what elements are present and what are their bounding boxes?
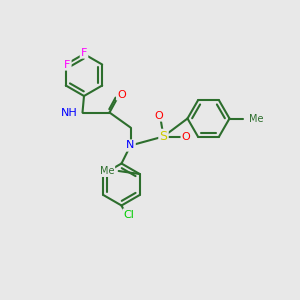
Text: O: O bbox=[182, 131, 190, 142]
Text: Cl: Cl bbox=[124, 209, 134, 220]
Text: NH: NH bbox=[61, 107, 78, 118]
Text: F: F bbox=[81, 47, 87, 58]
Text: Me: Me bbox=[100, 166, 114, 176]
Text: O: O bbox=[154, 110, 164, 121]
Text: S: S bbox=[160, 130, 167, 143]
Text: Me: Me bbox=[249, 113, 263, 124]
Text: O: O bbox=[117, 89, 126, 100]
Text: N: N bbox=[126, 140, 135, 151]
Text: F: F bbox=[64, 59, 70, 70]
